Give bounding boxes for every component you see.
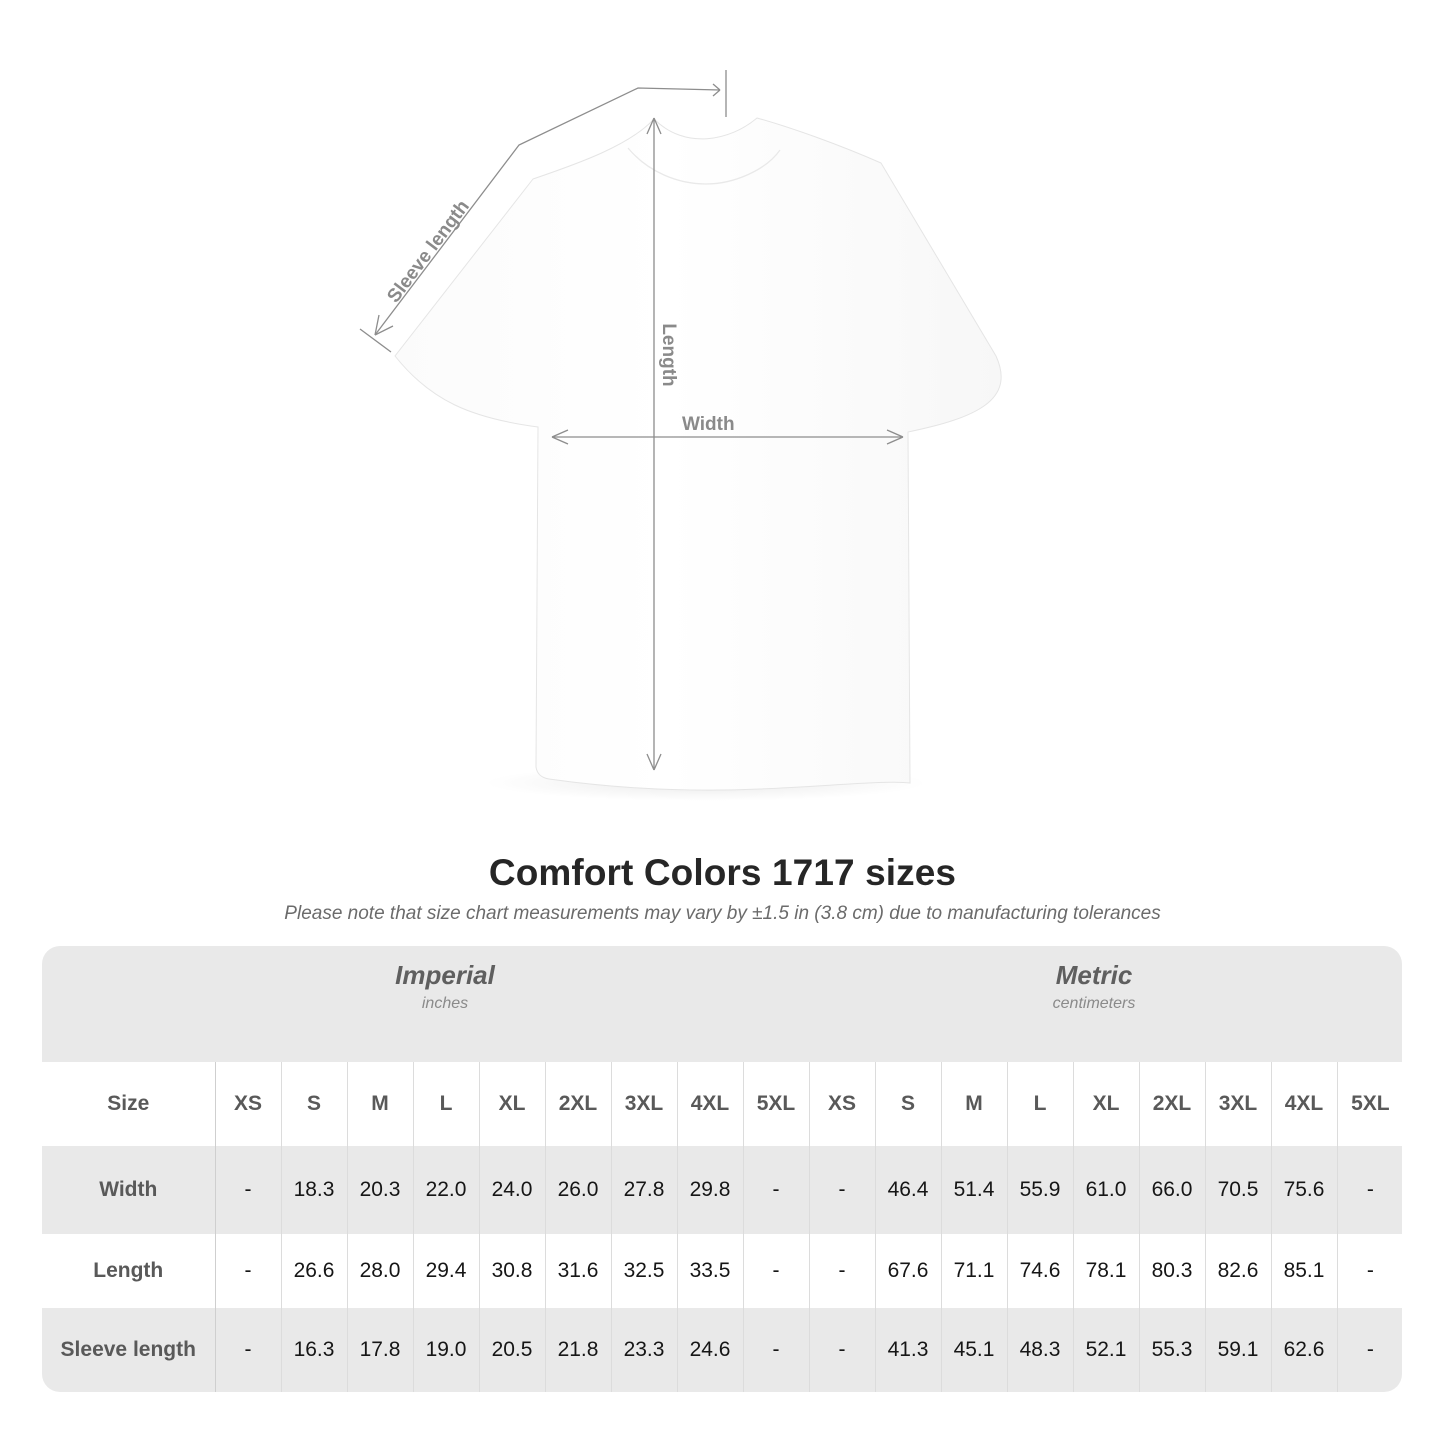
svg-text:Length: Length bbox=[658, 323, 679, 386]
svg-text:Width: Width bbox=[682, 414, 735, 435]
